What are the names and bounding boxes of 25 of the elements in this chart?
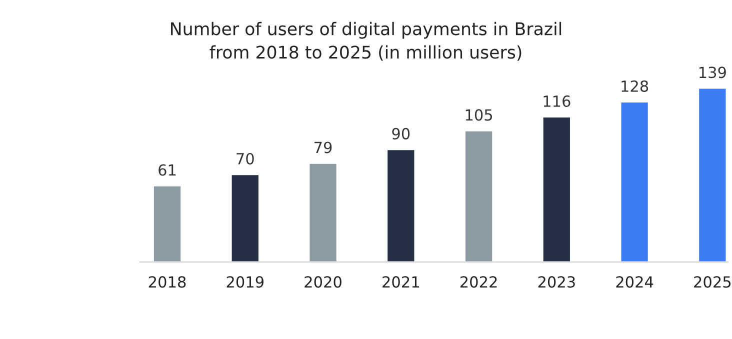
x-tick-label: 2019 bbox=[226, 276, 264, 288]
bar bbox=[308, 162, 338, 262]
x-tick-label: 2021 bbox=[382, 276, 419, 288]
x-tick-label: 2020 bbox=[304, 276, 342, 288]
bar bbox=[386, 148, 416, 262]
bar bbox=[152, 184, 182, 262]
x-tick-label: 2018 bbox=[148, 276, 186, 288]
bar bbox=[230, 174, 260, 262]
bar bbox=[542, 116, 572, 262]
x-tick-label: 2022 bbox=[460, 276, 497, 288]
bar bbox=[464, 130, 494, 262]
chart-title: Number of users of digital payments in Brazil from 2018 to 2025 (in million users) bbox=[171, 22, 562, 61]
x-tick-label: 2025 bbox=[694, 276, 731, 288]
data-label: 105 bbox=[466, 109, 492, 121]
data-label: 128 bbox=[622, 80, 648, 92]
data-label: 139 bbox=[700, 66, 726, 78]
data-label: 116 bbox=[544, 95, 570, 107]
data-label: 90 bbox=[392, 128, 410, 140]
data-label: 61 bbox=[158, 164, 176, 176]
data-label: 70 bbox=[236, 152, 254, 165]
x-tick-label: 2024 bbox=[616, 276, 654, 288]
bar bbox=[698, 87, 728, 262]
x-tick-label: 2023 bbox=[538, 276, 575, 288]
bar bbox=[620, 101, 650, 262]
data-label: 79 bbox=[314, 142, 332, 154]
